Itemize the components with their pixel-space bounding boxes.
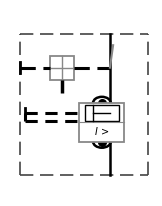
Bar bbox=[79, 103, 124, 142]
Bar bbox=[85, 105, 119, 121]
Bar bbox=[50, 56, 74, 80]
Text: I >: I > bbox=[95, 127, 109, 137]
